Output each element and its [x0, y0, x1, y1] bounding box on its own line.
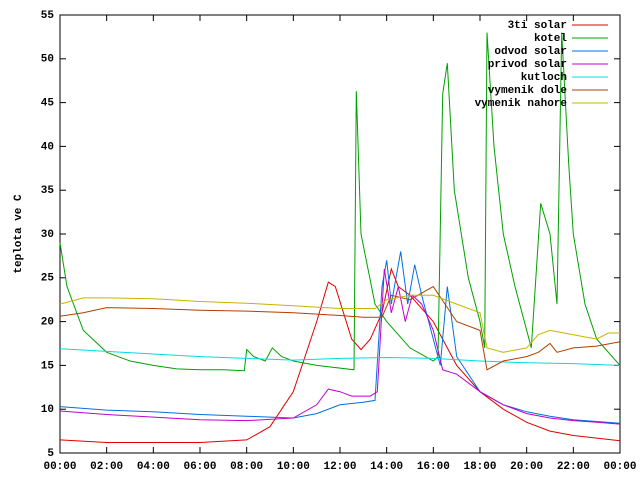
x-tick-label: 18:00 — [463, 461, 496, 473]
y-tick-label: 50 — [41, 54, 54, 66]
series-line — [59, 285, 621, 371]
series-line — [59, 32, 621, 372]
legend-label: vymenik dole — [488, 85, 568, 97]
y-tick-label: 20 — [41, 317, 54, 329]
y-tick-label: 45 — [41, 98, 55, 110]
x-tick-label: 14:00 — [370, 461, 403, 473]
series-line — [59, 294, 620, 353]
legend-label: privod solar — [488, 59, 567, 71]
y-tick-label: 40 — [41, 141, 54, 153]
x-tick-label: 08:00 — [230, 461, 263, 473]
x-tick-label: 12:00 — [323, 461, 356, 473]
series-line — [59, 267, 621, 443]
x-tick-label: 06:00 — [183, 461, 216, 473]
y-tick-label: 5 — [47, 448, 54, 460]
x-tick-label: 02:00 — [90, 461, 123, 473]
x-tick-label: 04:00 — [137, 461, 170, 473]
x-tick-label: 00:00 — [43, 461, 76, 473]
y-tick-label: 55 — [41, 10, 55, 22]
legend-label: kotel — [534, 33, 567, 45]
series-line — [59, 268, 621, 425]
y-tick-label: 15 — [41, 360, 55, 372]
y-axis-label: teplota ve C — [13, 194, 25, 274]
legend-label: odvod solar — [494, 46, 567, 58]
x-tick-label: 00:00 — [603, 461, 636, 473]
x-tick-label: 16:00 — [417, 461, 450, 473]
legend-label: kutloch — [521, 72, 567, 84]
y-tick-label: 35 — [41, 185, 55, 197]
series-line — [59, 348, 621, 366]
y-tick-label: 30 — [41, 229, 54, 241]
legend-label: 3ti solar — [508, 20, 567, 32]
y-tick-label: 10 — [41, 404, 54, 416]
x-tick-label: 22:00 — [557, 461, 590, 473]
y-tick-label: 25 — [41, 273, 55, 285]
legend-label: vymenik nahore — [475, 98, 568, 110]
x-tick-label: 10:00 — [277, 461, 310, 473]
x-tick-label: 20:00 — [510, 461, 543, 473]
series-line — [59, 251, 621, 424]
